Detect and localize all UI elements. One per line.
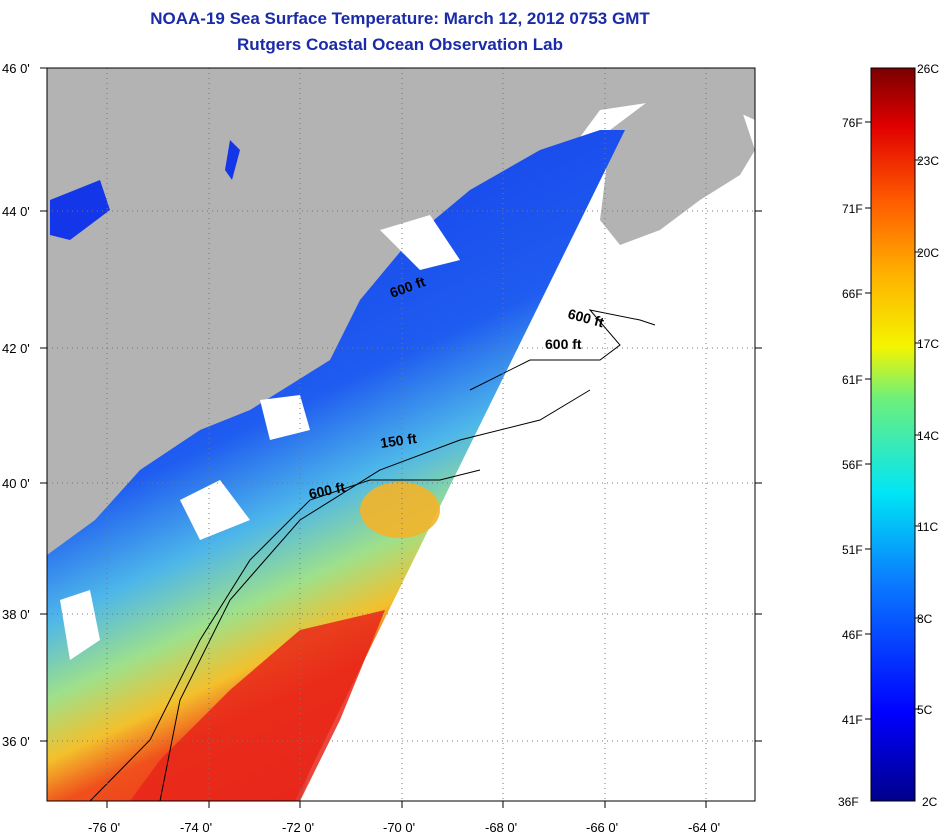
lon-label-64: -64 0' [688, 820, 720, 835]
colorbar-fahrenheit-label: 41F [842, 713, 863, 727]
lon-label-68: -68 0' [485, 820, 517, 835]
no-data-ocean [300, 95, 755, 801]
lon-label-74: -74 0' [180, 820, 212, 835]
colorbar-fahrenheit-label: 51F [842, 543, 863, 557]
temperature-colorbar [870, 67, 916, 802]
colorbar-celsius-label: 20C [917, 246, 939, 260]
warm-eddy [360, 482, 440, 538]
colorbar-celsius-label: 11C [917, 520, 938, 534]
map-title: NOAA-19 Sea Surface Temperature: March 1… [150, 9, 650, 28]
lat-label-40: 40 0' [2, 476, 30, 491]
lon-label-76: -76 0' [88, 820, 120, 835]
contour-150ft [159, 389, 591, 801]
colorbar-fahrenheit-label: 46F [842, 628, 863, 642]
colorbar-celsius-label: 5C [917, 703, 933, 717]
lat-label-38: 38 0' [2, 607, 30, 622]
nova-scotia-land [600, 80, 755, 245]
colorbar-fahrenheit-label: 76F [842, 116, 863, 130]
cloud-patch [260, 395, 310, 440]
lat-label-44: 44 0' [2, 204, 30, 219]
lon-label-70: -70 0' [383, 820, 415, 835]
colorbar-fahrenheit-label: 56F [842, 458, 863, 472]
gulf-stream-core [130, 610, 385, 801]
contour-600ft-east [469, 309, 656, 391]
colorbar-fahrenheit-label: 61F [842, 373, 863, 387]
grid-lines [47, 68, 755, 801]
contour-600ft-south [89, 469, 481, 801]
contour-label: 150 ft [379, 430, 418, 451]
plot-frame [46, 67, 756, 802]
colorbar-celsius-label: 14C [917, 429, 939, 443]
colorbar-fahrenheit-label: 36F [838, 795, 859, 809]
lat-label-42: 42 0' [2, 341, 30, 356]
colorbar-celsius-label: 8C [917, 612, 933, 626]
colorbar-celsius-label: 23C [917, 154, 939, 168]
contour-label: 600 ft [307, 479, 346, 502]
contour-label: 600 ft [545, 336, 582, 352]
cloud-patch [60, 590, 100, 660]
lat-label-46: 46 0' [2, 61, 30, 76]
cloud-patch [180, 480, 250, 540]
axis-ticks [40, 67, 762, 808]
cloud-patch [380, 215, 460, 270]
lake [50, 180, 110, 240]
colorbar-fahrenheit-label: 71F [842, 202, 863, 216]
lat-label-36: 36 0' [2, 734, 30, 749]
colorbar-celsius-label: 17C [917, 337, 939, 351]
lon-label-66: -66 0' [586, 820, 618, 835]
sst-swath [47, 130, 625, 801]
lake [225, 140, 240, 180]
colorbar-celsius-label: 2C [922, 795, 938, 809]
colorbar-ticks [865, 121, 921, 720]
map-subtitle: Rutgers Coastal Ocean Observation Lab [237, 35, 563, 54]
colorbar-fahrenheit-label: 66F [842, 287, 863, 301]
lon-label-72: -72 0' [282, 820, 314, 835]
colorbar-celsius-label: 26C [917, 62, 939, 76]
